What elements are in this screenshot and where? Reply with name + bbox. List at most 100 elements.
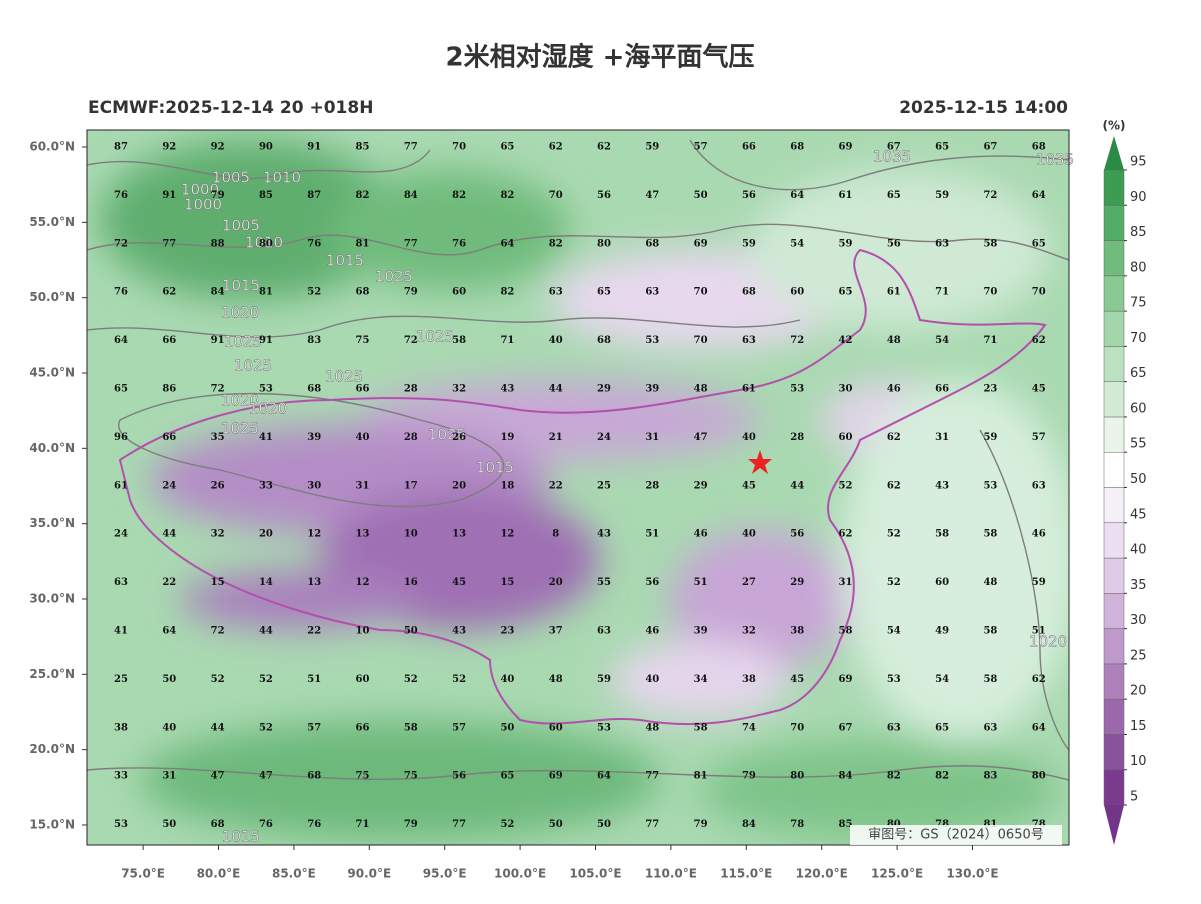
humidity-value: 68 <box>356 287 370 298</box>
subtitle-left: ECMWF:2025-12-14 20 +018H <box>88 98 373 118</box>
humidity-value: 76 <box>114 190 128 201</box>
humidity-value: 63 <box>114 577 128 588</box>
humidity-value: 58 <box>694 722 708 733</box>
humidity-value: 29 <box>790 577 804 588</box>
humidity-value: 28 <box>404 384 418 395</box>
humidity-value: 44 <box>259 626 273 637</box>
isobar-label: 1035 <box>1036 151 1074 169</box>
humidity-value: 57 <box>1032 432 1046 443</box>
humidity-value: 53 <box>887 674 901 685</box>
colorbar-band <box>1103 310 1125 347</box>
humidity-value: 41 <box>114 626 128 637</box>
humidity-value: 39 <box>694 626 708 637</box>
humidity-value: 52 <box>307 287 321 298</box>
humidity-value: 26 <box>211 480 225 491</box>
colorbar-tick-label: 5 <box>1130 790 1138 805</box>
humidity-value: 91 <box>162 190 176 201</box>
humidity-value: 38 <box>790 626 804 637</box>
humidity-value: 22 <box>162 577 176 588</box>
humidity-value: 12 <box>307 529 321 540</box>
humidity-value: 58 <box>935 529 949 540</box>
humidity-value: 65 <box>935 722 949 733</box>
approval-box <box>850 825 1062 845</box>
humidity-value: 21 <box>549 432 563 443</box>
humidity-value: 60 <box>356 674 370 685</box>
colorbar-tick-label: 50 <box>1130 472 1147 487</box>
humidity-value: 58 <box>983 529 997 540</box>
colorbar-over <box>1104 136 1124 170</box>
humidity-value: 56 <box>645 577 659 588</box>
humidity-value: 47 <box>211 771 225 782</box>
beijing-star <box>748 450 772 474</box>
humidity-value: 46 <box>694 529 708 540</box>
colorbar-tick-label: 55 <box>1130 437 1147 452</box>
humidity-value: 54 <box>935 674 949 685</box>
humidity-value: 28 <box>790 432 804 443</box>
humidity-value: 61 <box>742 384 756 395</box>
humidity-value: 63 <box>887 722 901 733</box>
humidity-value: 65 <box>500 142 514 153</box>
humidity-value: 55 <box>597 577 611 588</box>
x-tick-label: 80.0°E <box>197 867 241 881</box>
x-tick-label: 75.0°E <box>121 867 165 881</box>
humidity-value: 51 <box>694 577 708 588</box>
humidity-value: 70 <box>790 722 804 733</box>
x-tick-label: 85.0°E <box>272 867 316 881</box>
humidity-value: 51 <box>1032 626 1046 637</box>
humidity-value: 84 <box>742 819 756 830</box>
humidity-value: 22 <box>307 626 321 637</box>
isobar-label: 1035 <box>873 148 911 166</box>
isobar-label: 1020 <box>1029 633 1067 651</box>
humidity-value: 32 <box>211 529 225 540</box>
isobar-label: 1020 <box>249 400 287 418</box>
humidity-value: 90 <box>259 142 273 153</box>
humidity-value: 61 <box>114 480 128 491</box>
colorbar-band <box>1103 240 1125 277</box>
humidity-value: 64 <box>1032 190 1046 201</box>
y-tick-label: 50.0°N <box>29 290 75 304</box>
colorbar-tick-label: 40 <box>1130 543 1147 558</box>
humidity-value: 59 <box>597 674 611 685</box>
humidity-value: 25 <box>114 674 128 685</box>
colorbar-band <box>1103 734 1125 770</box>
humidity-value: 83 <box>307 335 321 346</box>
humidity-value: 58 <box>983 674 997 685</box>
colorbar-tick-label: 80 <box>1130 260 1147 275</box>
humidity-value: 40 <box>549 335 563 346</box>
humidity-value: 63 <box>742 335 756 346</box>
humidity-value: 51 <box>307 674 321 685</box>
humidity-value: 87 <box>114 142 128 153</box>
humidity-value: 69 <box>839 142 853 153</box>
humidity-value: 45 <box>790 674 804 685</box>
humidity-value: 52 <box>839 480 853 491</box>
humidity-value: 50 <box>404 626 418 637</box>
isobar-label: 1010 <box>263 169 301 187</box>
title: 2米相对湿度 +海平面气压 <box>446 42 755 73</box>
humidity-value: 17 <box>404 480 418 491</box>
humidity-value: 63 <box>597 626 611 637</box>
humidity-value: 58 <box>452 335 466 346</box>
humidity-value: 56 <box>452 771 466 782</box>
y-tick-label: 55.0°N <box>29 215 75 229</box>
humidity-value: 70 <box>694 287 708 298</box>
humidity-value: 24 <box>597 432 611 443</box>
humidity-value: 56 <box>742 190 756 201</box>
humidity-value: 62 <box>597 142 611 153</box>
humidity-value: 40 <box>500 674 514 685</box>
humidity-value: 81 <box>356 238 370 249</box>
y-tick-label: 20.0°N <box>29 742 75 756</box>
humidity-value: 57 <box>452 722 466 733</box>
humidity-value: 59 <box>935 190 949 201</box>
humidity-value: 18 <box>500 480 514 491</box>
colorbar-band <box>1103 769 1125 806</box>
humidity-value: 50 <box>597 819 611 830</box>
isobar-label: 1005 <box>212 169 250 187</box>
humidity-value: 75 <box>356 335 370 346</box>
humidity-value: 29 <box>597 384 611 395</box>
isobar-label: 1020 <box>221 392 259 410</box>
colorbar-under <box>1104 805 1124 845</box>
colorbar-tick-label: 30 <box>1130 613 1147 628</box>
humidity-value: 76 <box>307 819 321 830</box>
humidity-value: 70 <box>1032 287 1046 298</box>
x-tick-label: 115.0°E <box>720 867 772 881</box>
